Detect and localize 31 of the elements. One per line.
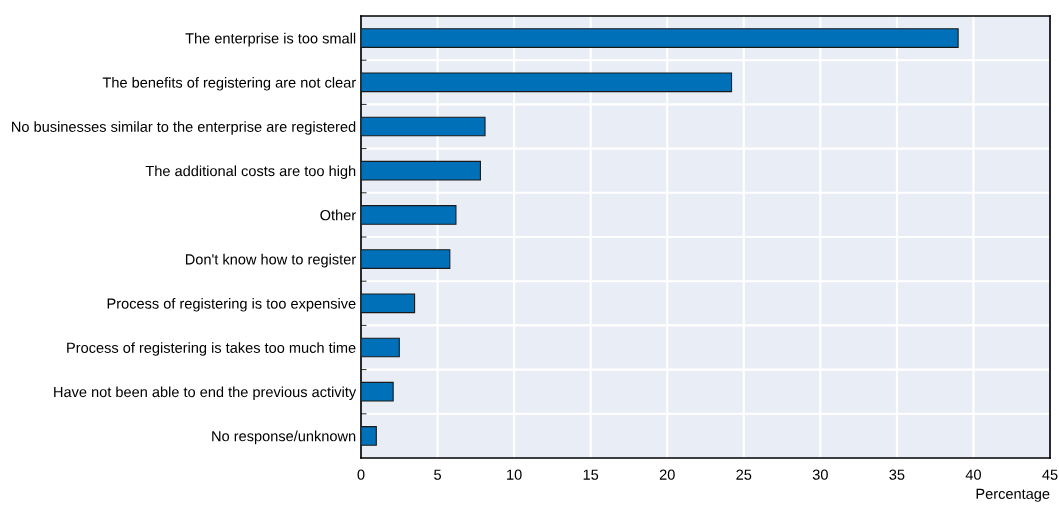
x-tick-label: 30 [812, 469, 828, 480]
x-tick-label: 0 [357, 469, 365, 480]
bar [361, 337, 400, 358]
y-tick-label: The additional costs are too high [145, 165, 356, 180]
x-tick-label: 40 [965, 469, 981, 480]
x-tick-label: 5 [434, 469, 441, 480]
x-tick-label: 15 [583, 469, 599, 480]
bar [361, 160, 481, 181]
y-tick-label: The benefits of registering are not clear [102, 77, 356, 91]
y-tick-label: Have not been able to end the previous activity [54, 386, 357, 401]
bar [361, 72, 733, 93]
bar [361, 116, 486, 137]
x-axis-title: Percentage [976, 488, 1050, 502]
y-tick-label: The enterprise is too small [185, 32, 356, 47]
x-tick-label: 45 [1042, 469, 1058, 480]
y-tick-label: No response/unknown [212, 430, 356, 445]
x-tick-label: 35 [889, 469, 905, 480]
bar [361, 205, 457, 225]
y-tick-label: No businesses similar to the enterprise are registered [12, 121, 356, 135]
y-tick-label: Process of registering is too expensive [107, 298, 356, 312]
bar [361, 381, 394, 402]
bar [361, 28, 959, 48]
y-tick-label: Don't know how to register [185, 253, 356, 268]
bar [361, 293, 416, 314]
y-tick-label: Other [320, 209, 356, 221]
bar [361, 426, 377, 446]
x-tick-label: 25 [736, 469, 752, 480]
x-tick-label: 10 [507, 469, 522, 480]
y-tick-label: Process of registering is takes too much time [67, 342, 356, 356]
x-tick-label: 20 [659, 469, 675, 480]
bar [361, 249, 451, 269]
